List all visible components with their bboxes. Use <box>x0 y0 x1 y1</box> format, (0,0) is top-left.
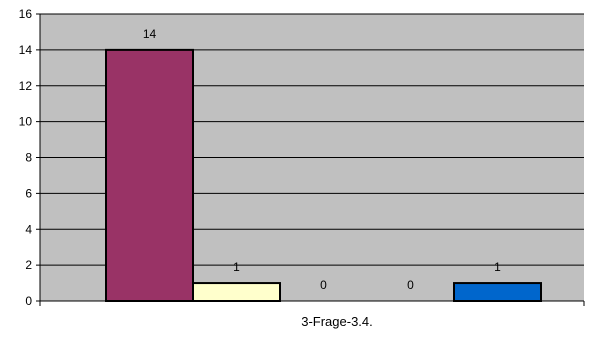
bar-series-5 <box>453 282 542 302</box>
bar-series-1 <box>105 48 194 302</box>
x-category-label: 3-Frage-3.4. <box>301 314 373 329</box>
y-tick-label-2: 2 <box>25 258 32 272</box>
data-label-series-4: 0 <box>407 278 414 292</box>
data-label-series-3: 0 <box>320 278 327 292</box>
y-tick-label-8: 8 <box>25 151 32 165</box>
y-tick-label-16: 16 <box>19 7 33 21</box>
y-tick-label-12: 12 <box>19 79 33 93</box>
axes <box>36 13 585 306</box>
data-label-series-5: 1 <box>494 260 501 274</box>
y-tick-label-0: 0 <box>25 294 32 308</box>
y-tick-label-6: 6 <box>25 186 32 200</box>
bar-series-2 <box>192 282 281 302</box>
data-label-series-1: 14 <box>143 27 157 41</box>
data-label-series-2: 1 <box>233 260 240 274</box>
y-tick-label-10: 10 <box>19 115 33 129</box>
y-tick-label-4: 4 <box>25 222 32 236</box>
y-tick-label-14: 14 <box>19 43 33 57</box>
bars <box>105 48 542 302</box>
